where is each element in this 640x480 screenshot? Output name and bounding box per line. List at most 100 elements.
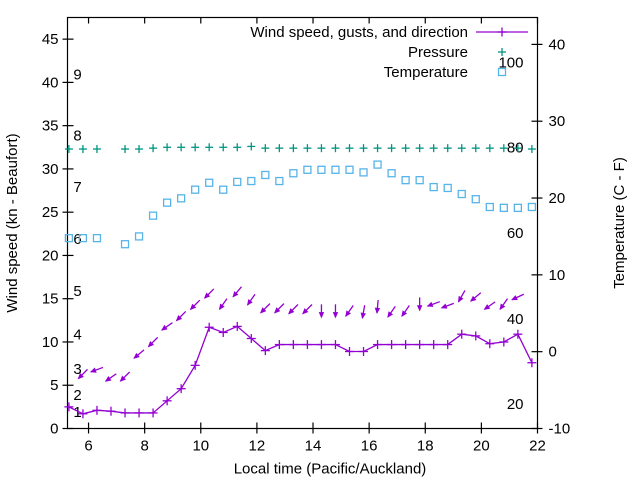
x-tick-label: 18 [417,438,434,455]
beaufort-label: 1 [73,404,81,421]
marker-square [443,183,452,193]
marker-square [303,165,312,174]
beaufort-label: 2 [73,387,81,404]
legend-label: Pressure [408,44,468,61]
marker-square [92,233,102,243]
wind-direction-arrow [77,368,88,380]
arrow-head [133,352,140,359]
wind-direction-arrow [457,290,466,303]
marker-square [275,176,284,186]
marker-square [457,189,466,199]
fahrenheit-label: 60 [507,225,524,242]
arrow-head [147,340,155,348]
beaufort-label: 7 [73,179,81,196]
y2-tick-label: 30 [549,113,566,130]
wind-direction-arrow [147,336,159,348]
wind-direction-arrow [360,305,366,320]
y-tick-label: 45 [42,31,59,48]
arrow-head [511,295,518,301]
legend-entry[interactable]: Temperature [384,64,507,81]
x-tick-label: 6 [84,438,92,455]
series-pressure [64,142,536,154]
legend-label: Wind speed, gusts, and direction [250,24,468,41]
x-tick-label: 16 [361,438,378,455]
arrow-head [260,307,267,314]
plot-frame [66,16,539,430]
wind-direction-arrow [440,302,455,309]
arrow-head [189,303,197,311]
wind-speed-line [68,325,533,415]
wind-direction-arrow [426,301,441,307]
marker-square [64,233,74,243]
arrow-head [247,299,253,306]
beaufort-label: 9 [73,67,81,84]
wind-direction-arrow [374,299,381,314]
arrow-head [318,312,325,319]
marker-square [429,182,438,192]
marker-square [401,176,410,185]
x-tick-label: 14 [305,438,322,455]
marker-square [219,185,228,194]
arrow-head [119,375,127,382]
y-tick-label: 25 [42,204,59,221]
marker-square [191,185,200,194]
marker-square [359,168,368,177]
marker-square [513,203,523,213]
x-tick-label: 22 [529,438,546,455]
y-tick-label: 40 [42,74,59,91]
legend-entry[interactable]: Pressure [408,44,506,61]
y-axis-title: Wind speed (kn - Beaufort) [4,133,21,312]
wind-direction-arrow [332,304,339,319]
arrow-head [77,373,84,380]
x-tick-label: 12 [249,438,266,455]
arrow-head [387,311,394,318]
beaufort-label: 6 [73,231,81,248]
marker-square [120,240,130,249]
wind-direction-arrow [89,366,104,373]
marker-square [331,165,340,174]
series-wind-speed [64,321,537,419]
y2-tick-label: 10 [549,267,566,284]
marker-square [345,165,354,174]
legend-square [497,67,507,77]
wind-direction-arrow [401,305,410,317]
marker-square [289,169,298,178]
marker-square [134,232,144,241]
legend-entry[interactable]: Wind speed, gusts, and direction [250,24,528,41]
arrow-head [483,304,491,310]
y-tick-label: 5 [50,377,58,394]
wind-direction-arrow [189,299,201,311]
y-tick-label: 30 [42,161,59,178]
beaufort-label: 8 [73,127,81,144]
marker-square [471,195,480,204]
x-tick-label: 8 [140,438,148,455]
arrow-head [274,307,281,314]
marker-square [499,203,508,213]
wind-direction-arrow [203,288,215,299]
series-temperature [64,160,537,249]
marker-square [247,176,256,186]
beaufort-label: 4 [73,326,81,343]
marker-square [527,202,537,212]
y-tick-label: 20 [42,247,59,264]
y-tick-label: 10 [42,334,59,351]
wind-direction-arrow [302,304,313,315]
wind-direction-arrow [247,293,256,306]
marker-square [162,198,172,207]
wind-direction-arrow [387,305,396,318]
wind-direction-arrow [318,304,325,319]
wind-direction-arrow [232,286,242,298]
y2-tick-label: 40 [549,36,566,53]
beaufort-label: 5 [73,283,81,300]
arrow-head [360,312,366,320]
arrow-head [332,312,339,319]
marker-square [78,233,88,243]
x-tick-label: 20 [473,438,490,455]
marker-square [233,177,242,187]
arrow-head [426,301,434,307]
fahrenheit-label: 20 [507,396,524,413]
arrow-head [401,310,408,317]
wind-direction-arrow [511,293,525,301]
